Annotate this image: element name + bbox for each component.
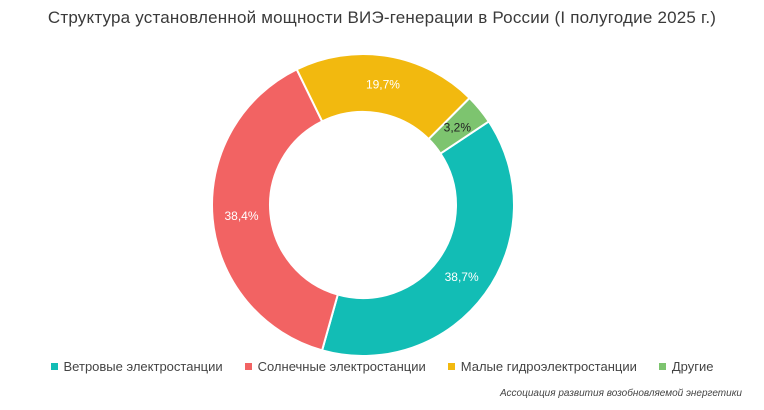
legend-swatch-wind [50,363,58,370]
legend-swatch-hydro [447,363,455,370]
data-label-solar: 38,4% [224,209,258,223]
donut-chart: 38,7% 38,4% 19,7% 3,2% [211,53,515,355]
legend-item-other: Другие [658,359,714,374]
source-note: Ассоциация развития возобновляемой энерг… [499,388,742,399]
legend-label-hydro: Малые гидроэлектростанции [460,359,637,374]
slice-solar [211,67,340,352]
legend-item-wind: Ветровые электростанции [50,359,223,374]
data-label-other: 3,2% [444,121,472,135]
data-label-wind: 38,7% [445,270,479,284]
chart-title: Структура установленной мощности ВИЭ-ген… [47,8,717,27]
legend-item-hydro: Малые гидроэлектростанции [447,359,637,374]
legend-label-solar: Солнечные электростанции [257,359,426,374]
legend-label-other: Другие [671,359,714,374]
legend-swatch-other [658,363,666,370]
legend-label-wind: Ветровые электростанции [63,359,223,374]
chart-legend: Ветровые электростанции Солнечные электр… [0,359,764,374]
legend-swatch-solar [244,363,252,370]
slice-other [427,96,491,155]
legend-item-solar: Солнечные электростанции [244,359,426,374]
slice-wind [320,120,515,355]
data-label-hydro: 19,7% [366,78,400,92]
